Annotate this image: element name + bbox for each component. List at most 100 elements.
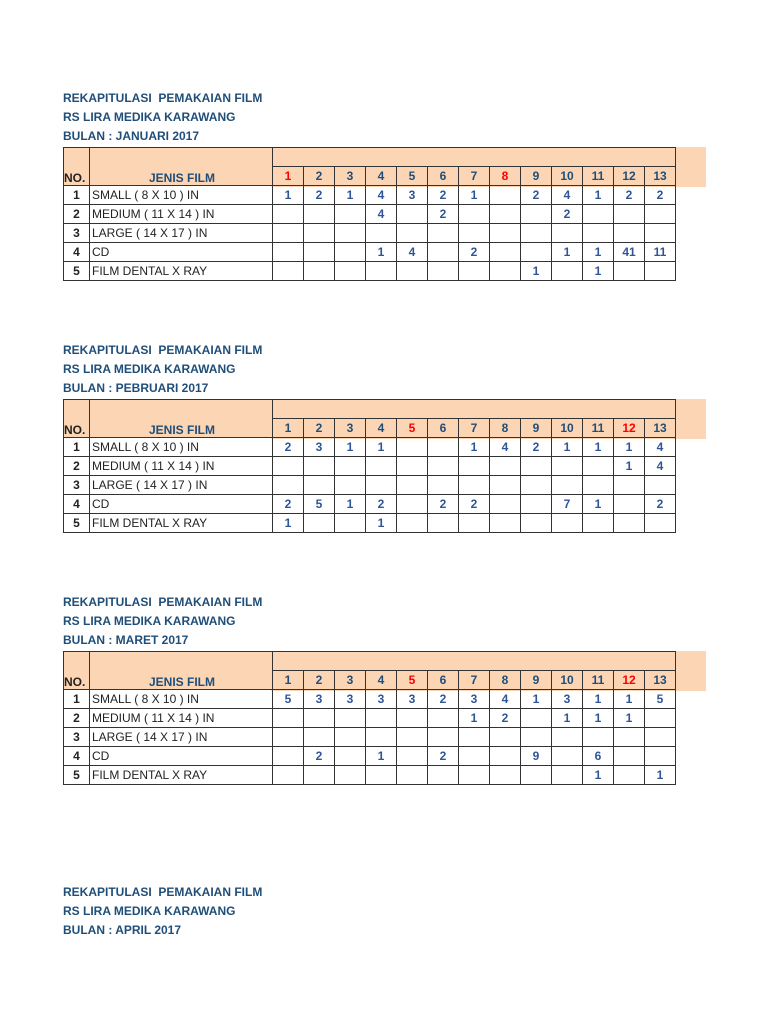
usage-cell [582,204,614,224]
hospital-name: RS LIRA MEDIKA KARAWANG [63,904,236,918]
usage-cell: 4 [489,689,521,709]
film-type: FILM DENTAL X RAY [89,513,273,533]
header-cell: NO. [63,399,90,438]
item-number: 2 [63,204,90,224]
day-header: 3 [334,670,366,690]
usage-cell: 2 [458,494,490,514]
usage-cell [427,765,459,785]
usage-cell [334,746,366,766]
usage-cell: 1 [582,494,614,514]
usage-cell [365,475,397,495]
day-header: 5 [396,418,428,438]
day-header: 13 [644,670,676,690]
usage-cell: 4 [365,185,397,205]
usage-cell: 1 [334,494,366,514]
day-header: 7 [458,166,490,186]
usage-cell: 4 [489,437,521,457]
day-header: 6 [427,166,459,186]
usage-cell [489,765,521,785]
film-type: CD [89,242,273,262]
item-number: 2 [63,708,90,728]
usage-cell [551,456,583,476]
usage-cell: 1 [458,185,490,205]
usage-cell [303,204,335,224]
usage-cell [489,475,521,495]
header-row-top: NO. JENIS FILM [63,399,676,438]
item-number: 3 [63,475,90,495]
usage-cell [427,727,459,747]
usage-cell: 41 [613,242,645,262]
day-header: 11 [582,166,614,186]
day-header: 1 [272,670,304,690]
table-row: 4 CD 1 4 2 1 1 41 11 [63,242,676,262]
item-number: 1 [63,437,90,457]
usage-cell [272,261,304,281]
day-header: 5 [396,670,428,690]
usage-cell: 2 [365,494,397,514]
usage-cell [272,765,304,785]
usage-cell: 1 [582,261,614,281]
usage-cell [551,727,583,747]
usage-cell: 2 [613,185,645,205]
usage-cell [303,223,335,243]
header-cell [272,147,676,167]
report-2: REKAPITULASI PEMAKAIAN FILM RS LIRA MEDIK… [63,341,706,533]
film-usage-table: NO. JENIS FILM 1 2 3 4 5 6 7 8 9 10 11 12 13 1 SMALL ( 8… [63,651,706,785]
usage-cell [334,456,366,476]
usage-cell [396,204,428,224]
usage-cell [458,204,490,224]
usage-cell [272,223,304,243]
usage-cell [551,475,583,495]
usage-cell [365,456,397,476]
usage-cell [427,437,459,457]
day-header: 4 [365,670,397,690]
usage-cell: 11 [644,242,676,262]
usage-cell: 1 [458,437,490,457]
usage-cell: 1 [272,513,304,533]
day-header: 3 [334,418,366,438]
usage-cell [334,727,366,747]
usage-cell [303,765,335,785]
month-label: BULAN : APRIL 2017 [63,923,182,937]
day-header: 5 [396,166,428,186]
film-type: SMALL ( 8 X 10 ) IN [89,437,273,457]
usage-cell [613,513,645,533]
usage-cell: 2 [520,185,552,205]
report-3: REKAPITULASI PEMAKAIAN FILM RS LIRA MEDIK… [63,593,706,785]
usage-cell [644,513,676,533]
usage-cell [458,727,490,747]
day-header: 6 [427,418,459,438]
item-number: 4 [63,242,90,262]
usage-cell [334,513,366,533]
day-header: 4 [365,166,397,186]
usage-cell: 2 [427,494,459,514]
usage-cell: 7 [551,494,583,514]
day-header: 11 [582,418,614,438]
usage-cell [489,223,521,243]
day-header: 2 [303,166,335,186]
usage-cell [489,746,521,766]
usage-cell: 1 [582,689,614,709]
usage-cell [365,727,397,747]
usage-cell [489,242,521,262]
usage-cell [427,708,459,728]
header-cell [272,399,676,419]
day-header: 13 [644,418,676,438]
film-type: SMALL ( 8 X 10 ) IN [89,689,273,709]
usage-cell: 3 [396,185,428,205]
usage-cell: 1 [582,437,614,457]
usage-cell [489,185,521,205]
usage-cell: 2 [272,494,304,514]
item-number: 4 [63,746,90,766]
usage-cell [582,475,614,495]
table-row: 2 MEDIUM ( 11 X 14 ) IN 4 2 2 [63,204,676,224]
day-header: 10 [551,670,583,690]
day-header: 9 [520,166,552,186]
day-header: 9 [520,670,552,690]
usage-cell: 1 [644,765,676,785]
usage-cell: 1 [582,242,614,262]
film-type: LARGE ( 14 X 17 ) IN [89,475,273,495]
item-number: 5 [63,513,90,533]
usage-cell [334,242,366,262]
usage-cell: 1 [582,765,614,785]
